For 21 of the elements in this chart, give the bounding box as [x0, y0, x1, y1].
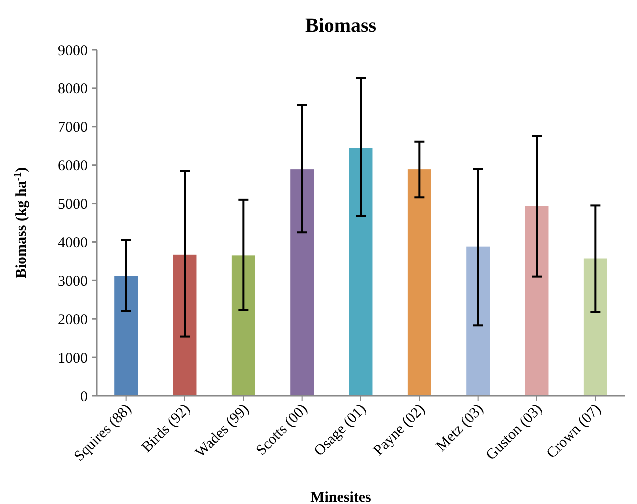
- y-tick-label: 6000: [58, 158, 88, 175]
- y-tick-label: 9000: [58, 43, 88, 60]
- y-tick-label: 7000: [58, 120, 88, 136]
- bar: [466, 246, 490, 396]
- y-tick-label: 2000: [58, 312, 88, 328]
- y-tick-label: 8000: [58, 82, 88, 98]
- bar: [408, 170, 432, 396]
- x-axis-title: Minesites: [310, 490, 372, 504]
- bar: [584, 258, 608, 396]
- y-tick-label: 5000: [58, 197, 88, 214]
- bar: [525, 206, 549, 396]
- chart-title: Biomass: [305, 15, 377, 37]
- y-tick-label: 4000: [58, 235, 88, 252]
- bar: [232, 256, 256, 396]
- y-tick-label: 3000: [58, 274, 88, 290]
- y-tick-label: 0: [80, 389, 88, 406]
- bar: [290, 170, 314, 396]
- bar: [114, 276, 138, 396]
- bar: [349, 148, 373, 396]
- y-tick-label: 1000: [58, 350, 88, 367]
- bar: [173, 254, 197, 396]
